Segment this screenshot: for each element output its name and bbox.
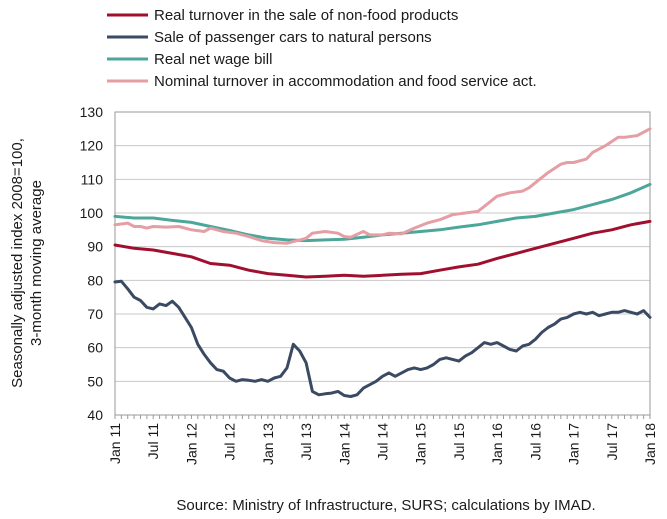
x-tick-label: Jul 12 bbox=[222, 423, 238, 461]
y-tick-label: 60 bbox=[87, 340, 103, 356]
x-tick-label: Jan 14 bbox=[336, 423, 352, 465]
y-tick-label: 70 bbox=[87, 306, 103, 322]
legend: Real turnover in the sale of non-food pr… bbox=[107, 7, 537, 90]
y-axis-title-line-2: 3-month moving average bbox=[28, 180, 45, 346]
series-line-1 bbox=[113, 219, 652, 279]
series-line-2 bbox=[113, 279, 652, 398]
series-line-4 bbox=[113, 127, 652, 245]
legend-entry: Real net wage bill bbox=[154, 51, 272, 68]
y-axis: 40 50 60 70 80 90 100 110 120 130 bbox=[80, 104, 104, 423]
y-tick-label: 90 bbox=[87, 239, 103, 255]
legend-entry: Nominal turnover in accommodation and fo… bbox=[154, 73, 537, 90]
x-axis: Jan 11 Jul 11 Jan 12 Jul 12 Jan 13 Jul 13 Jan … bbox=[107, 415, 658, 465]
grid-lines bbox=[115, 111, 650, 416]
y-tick-label: 130 bbox=[80, 104, 104, 120]
y-tick-label: 40 bbox=[87, 407, 103, 423]
legend-entry: Sale of passenger cars to natural person… bbox=[154, 29, 432, 46]
x-tick-label: Jan 11 bbox=[107, 423, 123, 464]
plot-border bbox=[114, 111, 651, 416]
y-axis-title-line-1: Seasonally adjusted index 2008=100, bbox=[9, 138, 26, 388]
y-tick-label: 100 bbox=[80, 205, 104, 221]
x-tick-label: Jan 12 bbox=[183, 423, 199, 465]
x-tick-label: Jan 13 bbox=[260, 423, 276, 465]
legend-entry: Real turnover in the sale of non-food pr… bbox=[154, 7, 458, 24]
source-note: Source: Ministry of Infrastructure, SURS… bbox=[176, 497, 595, 514]
x-tick-label: Jan 18 bbox=[642, 423, 658, 465]
x-tick-label: Jan 16 bbox=[489, 423, 505, 465]
x-tick-label: Jul 16 bbox=[527, 423, 543, 461]
x-tick-label: Jul 11 bbox=[145, 423, 161, 460]
x-tick-label: Jan 17 bbox=[566, 423, 582, 465]
y-tick-label: 110 bbox=[81, 171, 104, 187]
plot-frame bbox=[114, 111, 651, 416]
y-tick-label: 50 bbox=[87, 373, 103, 389]
series-layer bbox=[113, 127, 652, 398]
y-tick-label: 120 bbox=[80, 138, 104, 154]
x-tick-label: Jul 14 bbox=[375, 423, 391, 461]
y-tick-label: 80 bbox=[87, 272, 103, 288]
x-tick-label: Jul 13 bbox=[298, 423, 314, 461]
x-tick-label: Jul 17 bbox=[604, 423, 620, 461]
x-tick-label: Jan 15 bbox=[413, 423, 429, 465]
x-tick-label: Jul 15 bbox=[451, 423, 467, 461]
